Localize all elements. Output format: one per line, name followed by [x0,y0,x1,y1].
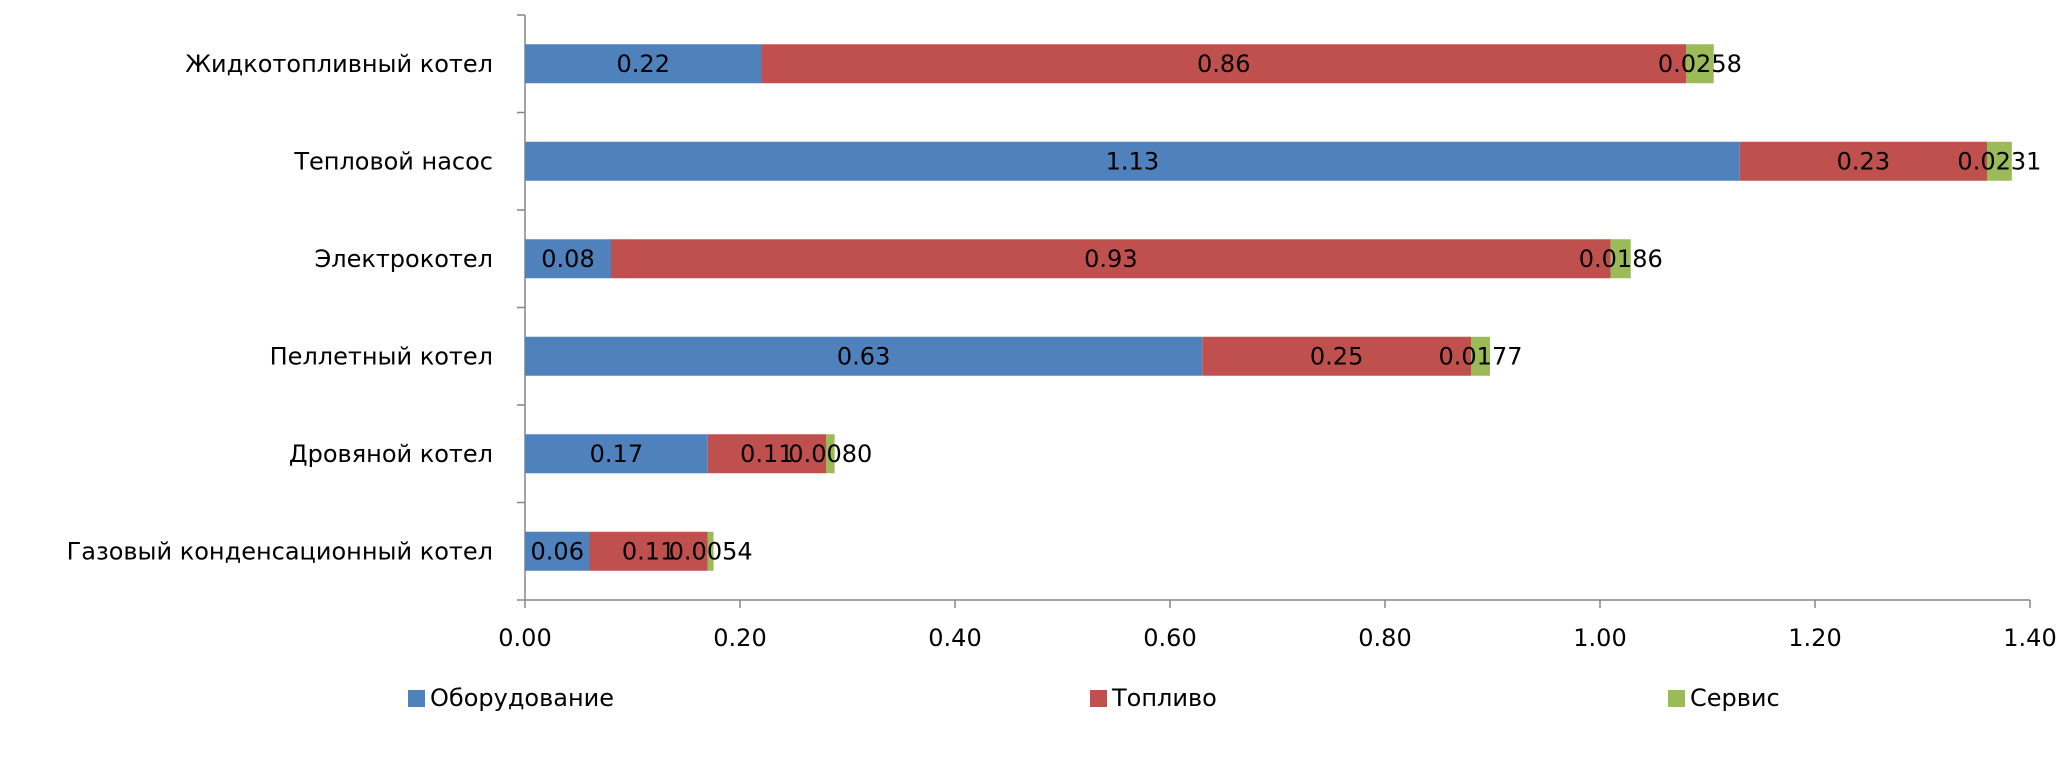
data-label: 0.86 [1197,50,1250,78]
bar-segment [1686,44,1714,84]
bar-segment [525,141,1740,181]
bar-segment [525,239,611,279]
category-label: Жидкотопливный котел [185,50,493,78]
x-tick-label: 1.40 [2003,624,2056,652]
bar-segment [611,239,1611,279]
bar-segment [589,531,708,571]
bar-segment [1610,239,1631,279]
data-label: 0.0186 [1579,245,1663,273]
x-tick-label: 1.00 [1573,624,1626,652]
category-label: Электрокотел [314,245,493,273]
category-label: Тепловой насос [293,147,493,175]
data-label: 0.63 [837,342,890,370]
data-label: 0.17 [590,440,643,468]
data-label: 0.25 [1310,342,1363,370]
legend-label: Сервис [1690,684,1780,712]
legend-swatch [1090,690,1107,707]
bar-segment [1202,336,1471,376]
x-tick-label: 1.20 [1788,624,1841,652]
plot-category-labels: Жидкотопливный котел Тепловой насос Электр… [67,50,493,566]
bar-segment [707,434,826,474]
data-label: 0.0231 [1957,147,2041,175]
plot-legend: Оборудование Топливо Сервис [408,684,1780,712]
data-label: 0.0258 [1658,50,1742,78]
bar-segment [1739,141,1987,181]
category-label: Газовый конденсационный котел [67,537,493,565]
bar-segment [525,336,1203,376]
legend-label: Топливо [1111,684,1217,712]
x-tick-label: 0.60 [1143,624,1196,652]
bar-segment [826,434,835,474]
x-tick-label: 0.80 [1358,624,1411,652]
data-label: 0.0080 [788,440,872,468]
data-label: 0.06 [531,537,584,565]
data-label: 0.11 [622,537,675,565]
bar-segment [525,434,708,474]
x-tick-label: 0.40 [928,624,981,652]
data-label: 0.0177 [1439,342,1523,370]
plot-tick-labels: 0.00 0.20 0.40 0.60 0.80 1.00 1.20 1.40 [498,624,2056,652]
data-label: 0.0054 [669,537,753,565]
data-label: 0.23 [1837,147,1890,175]
bar-segment [761,44,1686,84]
plot-axes [517,14,2031,608]
category-label: Дровяной котел [289,440,493,468]
data-label: 0.22 [617,50,670,78]
plot-data-labels: 0.22 0.86 0.0258 1.13 0.23 0.0231 0.08 0.93 0.01… [531,50,2042,566]
bar-segment [525,531,590,571]
legend-swatch [1668,690,1685,707]
bar-segment [1987,141,2012,181]
data-label: 1.13 [1106,147,1159,175]
legend-label: Оборудование [430,684,614,712]
x-tick-label: 0.00 [498,624,551,652]
plot-bars [525,44,2012,571]
bar-segment [707,531,714,571]
bar-segment [1471,336,1491,376]
category-label: Пеллетный котел [270,342,493,370]
data-label: 0.11 [740,440,793,468]
x-tick-label: 0.20 [713,624,766,652]
data-label: 0.08 [541,245,594,273]
data-label: 0.93 [1084,245,1137,273]
bar-segment [525,44,762,84]
legend-swatch [408,690,425,707]
